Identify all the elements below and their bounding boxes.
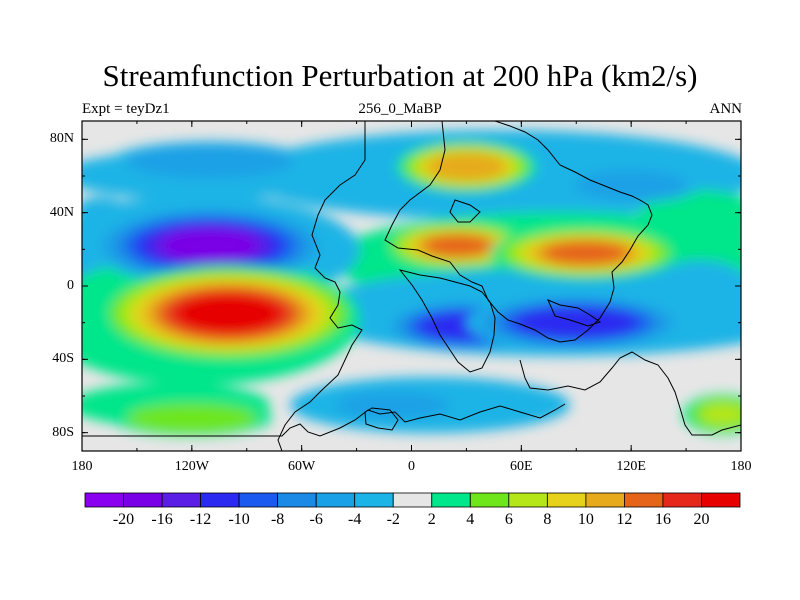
colorbar-box xyxy=(161,492,201,508)
lat-tick-label: 0 xyxy=(67,278,74,293)
island-outline xyxy=(364,407,399,431)
colorbar-box xyxy=(585,492,625,508)
contour-level xyxy=(542,241,629,265)
colorbar-tick-label: 4 xyxy=(466,511,475,528)
colorbar-box xyxy=(624,492,664,508)
lon-tick-label: 60E xyxy=(510,459,533,474)
colorbar-box xyxy=(238,492,279,508)
colorbar-tick-label: 6 xyxy=(504,511,513,528)
lon-tick-label: 120E xyxy=(616,459,646,474)
axis-ticks xyxy=(81,121,742,451)
colorbar-box xyxy=(84,492,124,508)
field-neg-east-asia-high xyxy=(561,167,702,204)
field-neg-north-pacific-high xyxy=(110,141,311,182)
field-pos-asia xyxy=(490,227,681,279)
field-pos-southern-ocean xyxy=(111,400,272,436)
australia-outline xyxy=(519,351,741,436)
contour-level xyxy=(178,295,279,332)
contour-level xyxy=(427,152,506,181)
colorbar-tick-label: -2 xyxy=(386,511,400,528)
field-band xyxy=(640,190,741,240)
colorbar-tick-label: -16 xyxy=(151,511,173,528)
colorbar-box xyxy=(277,492,317,508)
colorbar-box xyxy=(662,492,702,508)
africa-outline xyxy=(398,269,496,373)
colorbar-tick-label: -10 xyxy=(228,511,250,528)
contour-level xyxy=(700,403,741,426)
colorbar-box xyxy=(701,492,741,508)
field-neg-west-pacific xyxy=(466,294,687,351)
antarctic-outline xyxy=(82,403,566,437)
run-label: 256_0_MaBP xyxy=(358,101,442,117)
colorbar-box xyxy=(431,492,471,508)
colorbar-tick-label: 2 xyxy=(427,511,436,528)
contour-level xyxy=(161,229,259,262)
colorbar-box xyxy=(546,492,587,508)
colorbar-tick-label: 10 xyxy=(577,511,594,528)
lon-tick-label: 0 xyxy=(408,459,415,474)
field-pos-north-africa-asia xyxy=(382,221,533,270)
field-neg-north-pacific xyxy=(90,205,331,286)
colorbar-tick-label: -6 xyxy=(309,511,323,528)
colorbar-box xyxy=(200,492,240,508)
lon-tick-label: 180 xyxy=(71,459,93,474)
america-outline xyxy=(277,121,366,451)
lat-tick-label: 80N xyxy=(49,131,74,147)
colorbar-box xyxy=(315,492,356,508)
contour-field xyxy=(82,121,741,451)
contour-level xyxy=(127,403,257,433)
eurasia-outline xyxy=(384,121,653,343)
contour-level xyxy=(514,306,638,339)
field-neg-north-atlantic xyxy=(82,197,126,221)
colorbar-tick-label: 20 xyxy=(693,511,710,528)
contour-level xyxy=(423,234,492,257)
lon-tick-label: 60W xyxy=(288,459,316,474)
contour-level xyxy=(126,144,294,179)
field-pos-south-pacific xyxy=(98,265,359,362)
lat-tick-label: 80S xyxy=(52,424,74,440)
colorbar-tick-label: 12 xyxy=(616,511,633,528)
colorbar-tick-label: 8 xyxy=(543,511,552,528)
lon-tick-label: 120W xyxy=(174,459,209,474)
contour-level xyxy=(82,197,126,221)
colorbar-box xyxy=(392,492,433,508)
field-neg-south-atlantic xyxy=(323,389,464,422)
season-label: ANN xyxy=(709,101,743,117)
colorbar-box xyxy=(508,492,548,508)
lon-tick-label: 180 xyxy=(730,459,752,474)
experiment-label: Expt = teyDz1 xyxy=(82,101,170,117)
indonesia-outline xyxy=(547,299,602,327)
colorbar xyxy=(84,492,741,508)
lat-tick-label: 40N xyxy=(49,204,74,220)
colorbar-tick-label: -8 xyxy=(270,511,285,528)
field-pos-east-south xyxy=(682,394,741,435)
colorbar-tick-label: -20 xyxy=(112,511,135,528)
contour-level xyxy=(574,170,688,200)
field-pos-eurasia-high xyxy=(396,141,537,192)
continent-outlines xyxy=(82,121,741,451)
asia-inner-outline xyxy=(449,199,481,223)
colorbar-box xyxy=(123,492,163,508)
colorbar-tick-label: -4 xyxy=(348,511,362,528)
colorbar-box xyxy=(469,492,510,508)
colorbar-tick-label: 16 xyxy=(654,511,671,528)
lat-tick-label: 40S xyxy=(52,351,74,367)
colorbar-tick-label: -12 xyxy=(189,511,212,528)
plot-title: Streamfunction Perturbation at 200 hPa (… xyxy=(102,58,698,93)
colorbar-box xyxy=(354,492,394,508)
